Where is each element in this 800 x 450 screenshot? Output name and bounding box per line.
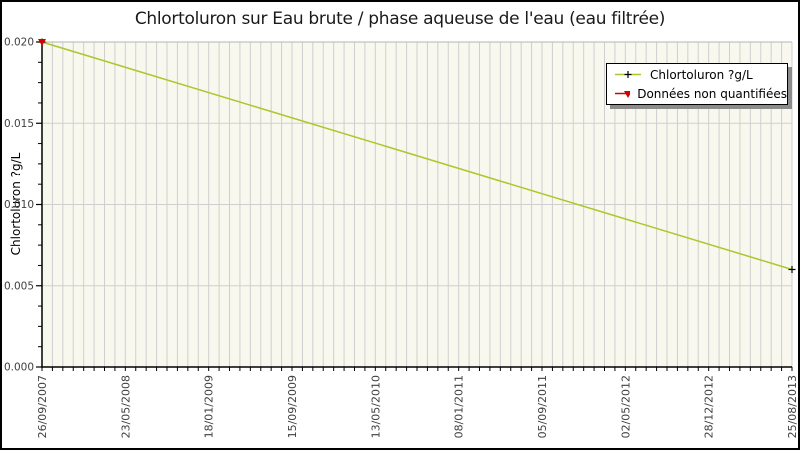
x-tick-label: 08/01/2011 xyxy=(453,375,466,438)
x-tick-label: 28/12/2012 xyxy=(703,375,716,438)
legend-label-non-quantifiees: Données non quantifiées xyxy=(637,86,787,101)
x-tick-label: 26/09/2007 xyxy=(36,375,49,438)
x-tick-label: 18/01/2009 xyxy=(203,375,216,438)
x-tick-label: 23/05/2008 xyxy=(119,375,132,438)
data-point-triangle-down-marker xyxy=(38,39,46,46)
y-tick-label: 0.005 xyxy=(4,280,34,292)
legend-sample-triangle xyxy=(624,91,631,98)
chart-title: Chlortoluron sur Eau brute / phase aqueu… xyxy=(134,9,666,29)
legend: Chlortoluron ?g/L Données non quantifiée… xyxy=(606,63,788,105)
x-tick-label: 13/05/2010 xyxy=(369,375,382,438)
legend-item-chlortoluron: Chlortoluron ?g/L xyxy=(613,66,787,84)
y-tick-label: 0.020 xyxy=(4,37,34,49)
y-tick-label: 0.000 xyxy=(4,362,34,374)
x-tick-label: 05/09/2011 xyxy=(536,375,549,438)
line-plus-marker-icon xyxy=(615,71,641,78)
x-tick-label: 02/05/2012 xyxy=(619,375,632,438)
y-tick-label: 0.015 xyxy=(4,118,34,130)
data-line xyxy=(41,41,793,271)
legend-label-chlortoluron: Chlortoluron ?g/L xyxy=(650,67,753,82)
x-tick-label: 25/08/2013 xyxy=(786,375,799,438)
line-triangle-down-marker-icon xyxy=(615,91,631,98)
y-tick-label: 0.010 xyxy=(4,199,34,211)
x-tick-label: 15/09/2009 xyxy=(286,375,299,438)
legend-item-non-quantifiees: Données non quantifiées xyxy=(613,85,787,103)
